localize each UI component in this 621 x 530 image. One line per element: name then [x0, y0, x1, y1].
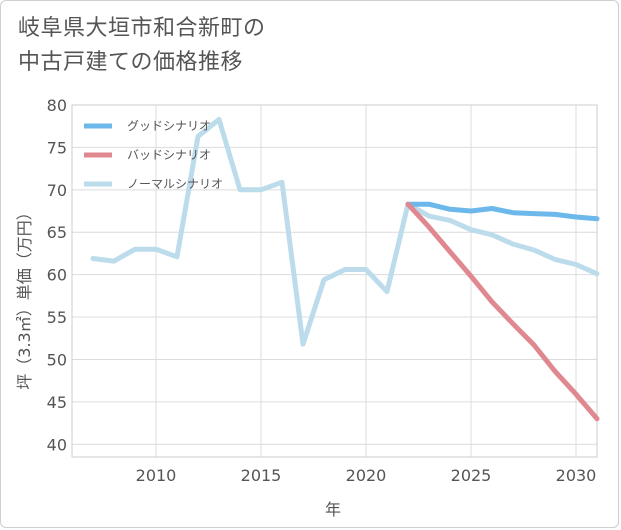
y-tick-labels: 40 45 50 55 60 65 70 75 80	[47, 96, 67, 454]
series-line-1	[405, 201, 600, 222]
legend-label-1: グッドシナリオ	[127, 119, 211, 133]
chart-title-line-2: 中古戸建ての価格推移	[18, 50, 244, 75]
x-tick-2025: 2025	[451, 466, 492, 485]
legend-label-2: バッドシナリオ	[127, 148, 211, 162]
y-tick-55: 55	[47, 308, 67, 327]
x-tick-2020: 2020	[346, 466, 387, 485]
y-tick-50: 50	[47, 350, 67, 369]
x-tick-2015: 2015	[241, 466, 282, 485]
x-tick-labels: 2010 2015 2020 2025 2030	[136, 466, 597, 485]
y-tick-65: 65	[47, 223, 67, 242]
x-tick-2030: 2030	[556, 466, 597, 485]
series-line-2	[405, 201, 600, 422]
legend-label-3: ノーマルシナリオ	[127, 177, 223, 191]
chart-title-line-1: 岐阜県大垣市和合新町の	[18, 16, 266, 41]
y-tick-60: 60	[47, 266, 67, 285]
y-tick-75: 75	[47, 138, 67, 157]
y-tick-80: 80	[47, 96, 67, 115]
plot-area-border	[71, 104, 598, 458]
x-axis-title: 年	[325, 500, 341, 519]
y-tick-70: 70	[47, 181, 67, 200]
chart-title: 岐阜県大垣市和合新町の 中古戸建ての価格推移	[18, 12, 266, 80]
y-axis-title: 坪（3.3㎡）単価（万円）	[15, 204, 34, 389]
y-tick-40: 40	[47, 435, 67, 454]
grid	[71, 104, 598, 458]
x-tick-2010: 2010	[136, 466, 177, 485]
series-lines	[90, 116, 600, 422]
series-line-3	[90, 116, 600, 347]
y-tick-45: 45	[47, 393, 67, 412]
